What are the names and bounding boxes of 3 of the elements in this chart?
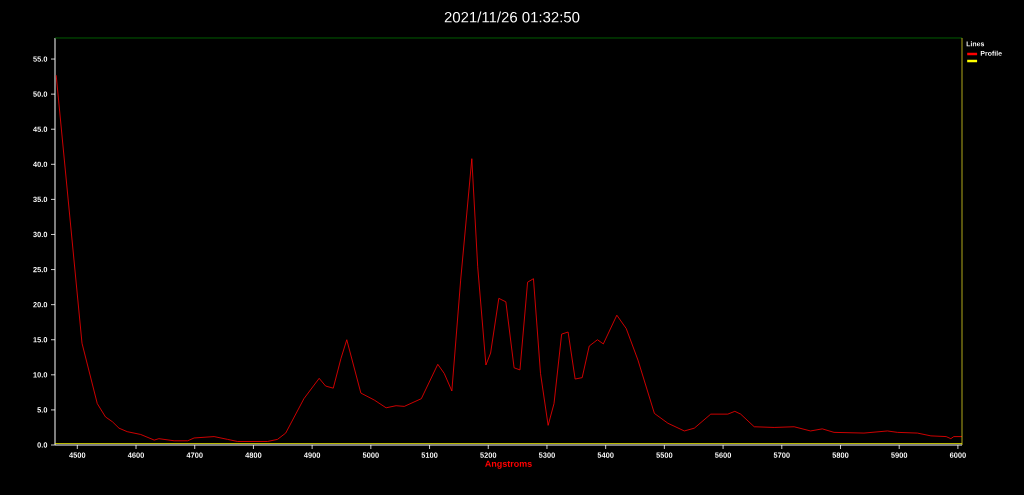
line-series — [55, 74, 963, 442]
x-axis-title: Angstroms — [485, 460, 532, 469]
chart-title: 2021/11/26 01:32:50 — [444, 11, 580, 23]
